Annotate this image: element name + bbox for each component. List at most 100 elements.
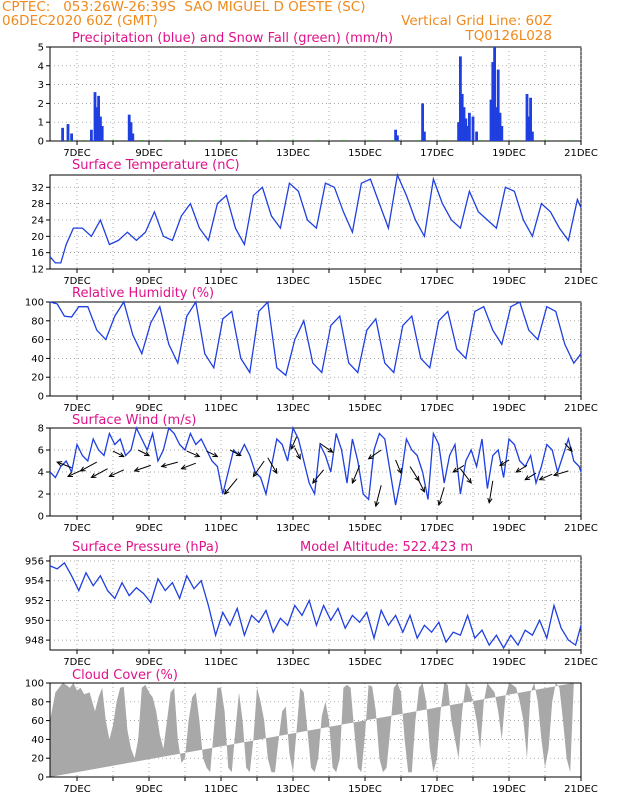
y-tick-label: 100 <box>25 298 44 309</box>
bar-precipitation <box>531 131 534 141</box>
panel-frame <box>49 427 582 517</box>
x-tick-label: 15DEC <box>348 148 382 159</box>
bar-precipitation <box>423 131 426 141</box>
x-tick-label: 15DEC <box>348 276 382 287</box>
x-tick-label: 19DEC <box>492 523 526 534</box>
bar-precipitation <box>475 131 478 141</box>
bar-precipitation <box>459 56 462 141</box>
bar-precipitation <box>460 94 464 141</box>
wind-arrow-head <box>487 497 493 504</box>
series-line <box>49 561 582 650</box>
series-line <box>49 425 582 506</box>
wind-arrow-head <box>524 475 531 481</box>
wind-arrow-head <box>499 460 506 466</box>
wind-arrow <box>109 469 125 477</box>
wind-arrow-head <box>538 475 545 481</box>
bar-precipitation <box>127 114 131 141</box>
bar-snow <box>241 140 244 141</box>
x-tick-label: 15DEC <box>348 523 382 534</box>
bar-snow <box>111 140 115 141</box>
bar-precipitation <box>90 129 93 141</box>
wind-arrow-head <box>108 472 115 478</box>
x-tick-label: 15DEC <box>348 784 382 795</box>
wind-arrow <box>181 462 196 470</box>
bar-snow <box>190 140 194 141</box>
wind-arrow-head <box>567 446 573 452</box>
x-tick-label: 9DEC <box>135 523 162 534</box>
x-tick-label: 7DEC <box>63 148 90 159</box>
y-tick-label: 20 <box>31 232 44 243</box>
x-tick-label: 9DEC <box>135 784 162 795</box>
bar-precipitation <box>457 122 460 141</box>
y-tick-label: 12 <box>31 265 44 276</box>
x-tick-label: 17DEC <box>420 276 454 287</box>
x-tick-label: 17DEC <box>420 657 454 668</box>
wind-arrow <box>294 447 301 460</box>
x-tick-label: 17DEC <box>420 784 454 795</box>
x-tick-label: 9DEC <box>135 403 162 414</box>
bar-snow <box>478 140 482 141</box>
bar-precipitation <box>129 122 133 141</box>
wind-arrow-head <box>437 499 443 507</box>
y-tick-label: 5 <box>38 43 44 54</box>
x-tick-label: 7DEC <box>63 657 90 668</box>
wind-arrow-head <box>272 468 278 475</box>
x-tick-label: 17DEC <box>420 148 454 159</box>
x-tick-label: 19DEC <box>492 403 526 414</box>
x-tick-label: 13DEC <box>276 784 310 795</box>
y-tick-label: 80 <box>31 697 44 708</box>
wind-arrow-head <box>56 461 63 467</box>
bar-precipitation <box>464 118 468 141</box>
y-tick-label: 8 <box>38 424 44 435</box>
wind-arrow-head <box>160 462 167 468</box>
wind-arrow <box>564 443 573 452</box>
y-tick-label: 0 <box>38 392 44 403</box>
wind-arrow <box>553 470 569 476</box>
x-tick-label: 7DEC <box>63 523 90 534</box>
wind-arrow <box>395 459 402 474</box>
wind-arrow-head <box>118 452 125 458</box>
x-tick-label: 21DEC <box>564 403 598 414</box>
y-tick-label: 60 <box>31 716 44 727</box>
bar-snow <box>216 140 219 141</box>
y-tick-label: 2 <box>38 99 44 110</box>
wind-arrow-head <box>466 477 472 484</box>
wind-arrow <box>319 442 333 453</box>
wind-arrow-head <box>351 477 357 485</box>
panel-title: Cloud Cover (%) <box>72 668 178 683</box>
y-tick-label: 20 <box>31 373 44 384</box>
y-tick-label: 4 <box>38 61 44 72</box>
bar-precipitation <box>97 95 100 141</box>
wind-arrow-head <box>295 453 301 460</box>
panel-title: Precipitation (blue) and Snow Fall (gree… <box>72 31 393 46</box>
x-tick-label: 11DEC <box>204 403 238 414</box>
x-tick-label: 15DEC <box>348 657 382 668</box>
wind-arrow <box>290 436 298 450</box>
wind-arrow-head <box>212 452 219 458</box>
x-tick-label: 21DEC <box>564 657 598 668</box>
x-tick-label: 9DEC <box>135 148 162 159</box>
bar-snow <box>392 140 396 141</box>
wind-arrow <box>416 477 425 493</box>
wind-arrow-head <box>66 472 74 478</box>
wind-arrow <box>229 449 242 456</box>
y-tick-label: 60 <box>31 335 44 346</box>
x-tick-label: 11DEC <box>204 523 238 534</box>
wind-arrow-head <box>252 471 259 478</box>
y-tick-label: 952 <box>25 596 44 607</box>
bar-snow <box>543 140 547 141</box>
x-tick-label: 17DEC <box>420 403 454 414</box>
bar-precipitation <box>468 112 471 141</box>
panel-subtitle: Model Altitude: 522.423 m <box>300 540 473 555</box>
wind-arrow-head <box>420 486 425 493</box>
wind-arrow-head <box>452 467 459 473</box>
y-tick-label: 956 <box>25 556 44 567</box>
x-tick-label: 13DEC <box>276 403 310 414</box>
wind-arrow <box>368 449 382 460</box>
bar-precipitation <box>421 103 424 141</box>
x-tick-label: 9DEC <box>135 276 162 287</box>
panel-frame <box>49 174 582 270</box>
bar-precipitation <box>529 97 532 141</box>
wind-arrow <box>224 478 238 495</box>
